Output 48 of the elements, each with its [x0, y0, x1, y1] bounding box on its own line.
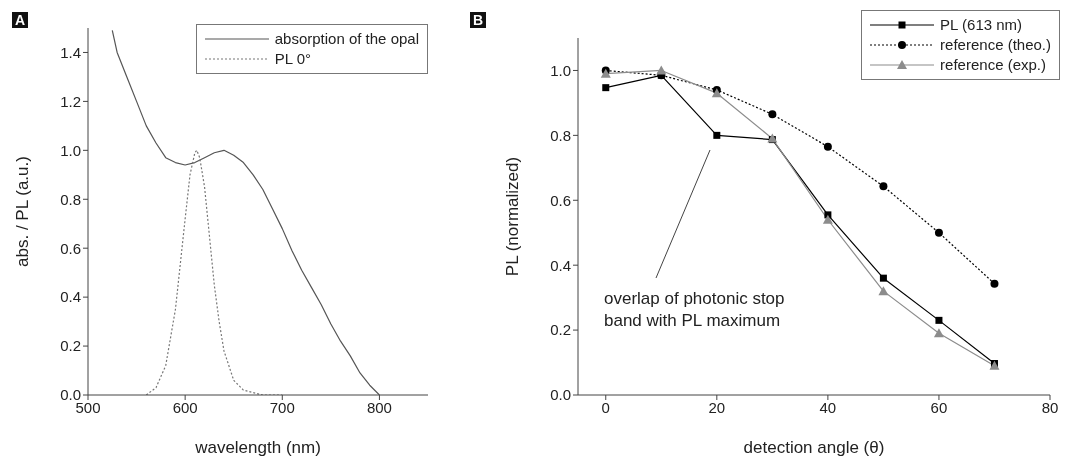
y-axis-title: PL (normalized): [503, 156, 523, 277]
point: [990, 279, 999, 288]
point: [933, 328, 944, 338]
x-tick-label: 700: [269, 398, 295, 416]
y-tick-label: 0.6: [550, 191, 571, 209]
y-tick-label: 1.4: [60, 43, 81, 61]
x-tick-label: 80: [1041, 398, 1059, 416]
y-tick-label: 1.0: [60, 141, 81, 159]
point: [768, 110, 777, 119]
point: [711, 88, 722, 98]
point: [713, 131, 721, 139]
x-tick-label: 0: [601, 398, 610, 416]
legend-label: absorption of the opal: [274, 29, 419, 49]
x-tick-label: 800: [366, 398, 392, 416]
y-tick-label: 0.6: [60, 239, 81, 257]
point: [878, 286, 889, 296]
y-tick-label: 0.8: [60, 190, 81, 208]
x-tick-label: 60: [930, 398, 948, 416]
point: [822, 214, 833, 224]
point: [656, 65, 667, 75]
point: [879, 182, 888, 191]
point: [879, 274, 887, 282]
y-tick-label: 0.4: [60, 288, 81, 306]
x-tick-label: 600: [172, 398, 198, 416]
annotation: overlap of photonic stop band with PL maximum: [604, 288, 786, 332]
chart-title: B: [470, 12, 487, 28]
y-tick-label: 1.0: [550, 61, 571, 79]
point: [934, 228, 943, 237]
y-tick-label: 0.2: [60, 337, 81, 355]
x-tick-label: 40: [819, 398, 837, 416]
y-tick-label: 0.0: [550, 386, 571, 404]
y-tick-label: 1.2: [60, 92, 81, 110]
x-tick-label: 20: [708, 398, 726, 416]
y-axis-title: abs. / PL (a.u.): [13, 156, 33, 267]
x-axis-title: wavelength (nm): [194, 438, 321, 457]
legend-label: PL (613 nm): [940, 15, 1023, 35]
legend-label: reference (theo.): [940, 35, 1051, 55]
y-tick-label: 0.8: [550, 126, 571, 144]
chart-title: A: [12, 12, 29, 28]
point: [823, 142, 832, 151]
point: [935, 316, 943, 324]
legend-label: PL 0°: [274, 49, 312, 69]
y-tick-label: 0.2: [550, 321, 571, 339]
point: [602, 84, 610, 92]
y-tick-label: 0.0: [60, 386, 81, 404]
y-tick-label: 0.4: [550, 256, 571, 274]
legend-label: reference (exp.): [940, 55, 1046, 75]
x-axis-title: detection angle (θ): [743, 438, 885, 457]
